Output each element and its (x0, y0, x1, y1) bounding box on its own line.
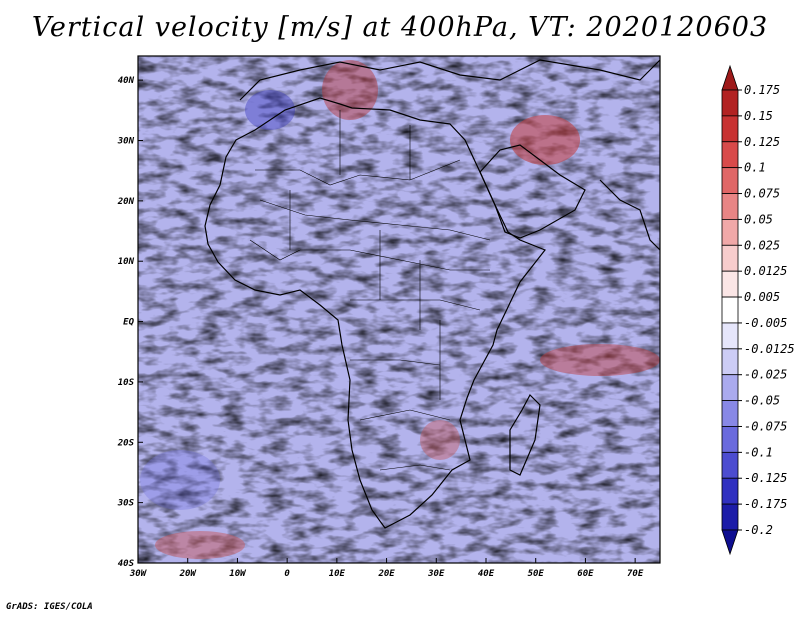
lat-tick-label: 20S (117, 438, 135, 448)
country-borders (249, 110, 491, 471)
colorbar-segment (721, 193, 739, 220)
lon-tick-label: 10W (229, 569, 247, 579)
colorbar-segment (721, 244, 739, 272)
colorbar-segment (721, 451, 739, 479)
colorbar-segment (721, 400, 739, 427)
colorbar-label: 0.0125 (744, 264, 787, 278)
lon-tick-label: 50E (528, 569, 545, 579)
colorbar-label: 0.005 (744, 290, 780, 304)
plot-frame (137, 55, 661, 564)
lon-tick-label: 60E (577, 569, 594, 579)
colorbar-segment (721, 348, 739, 376)
colorbar-label: -0.025 (744, 368, 787, 382)
colorbar-label: 0.025 (744, 238, 780, 252)
chart-title: Vertical velocity [m/s] at 400hPa, VT: 2… (31, 12, 769, 43)
lon-tick-label: 20W (179, 569, 198, 579)
colorbar-label: -0.0125 (744, 342, 795, 356)
colorbar-label: -0.2 (744, 523, 773, 537)
colorbar-bottom-arrow (721, 529, 739, 556)
lon-tick-label: 30E (427, 569, 445, 579)
lat-tick-label: 30S (117, 499, 135, 509)
lon-tick-label: 70E (627, 569, 644, 579)
colorbar-label: -0.05 (744, 394, 780, 408)
lat-tick-label: 30N (117, 137, 135, 147)
colorbar-segment (721, 141, 739, 169)
lon-tick-label: 0 (284, 569, 290, 579)
colorbar-segment (721, 219, 739, 246)
colorbar-label: 0.15 (744, 109, 773, 123)
lon-tick-label: 10E (329, 569, 346, 579)
colorbar-label: 0.175 (744, 83, 780, 97)
lon-tick-label: 30W (129, 569, 148, 579)
colorbar-label: -0.075 (744, 419, 787, 433)
colorbar-label: 0.125 (744, 135, 780, 149)
india-outline (599, 179, 661, 251)
colorbar-label: 0.075 (744, 187, 780, 201)
colorbar-segment (721, 89, 739, 117)
velocity-field (138, 56, 660, 563)
colorbar-segment (721, 296, 739, 324)
colorbar-label: -0.1 (744, 445, 773, 459)
colorbar-segment (721, 167, 739, 194)
colorbar-segment (721, 270, 739, 298)
colorbar-label: 0.1 (744, 161, 766, 175)
coastlines (204, 59, 661, 529)
colorbar-top-arrow (721, 64, 739, 91)
colorbar-label: 0.05 (744, 212, 773, 226)
lon-tick-label: 20E (377, 569, 395, 579)
lon-tick-label: 40E (478, 569, 495, 579)
colorbar-segment (721, 503, 739, 531)
europe-outline (239, 59, 661, 101)
colorbar-segment (721, 322, 739, 350)
colorbar-label: -0.175 (744, 497, 787, 511)
lat-tick-label: 40N (118, 76, 135, 86)
lat-tick-label: 10S (118, 378, 135, 388)
africa-outline (204, 97, 546, 529)
madagascar-outline (509, 394, 541, 476)
arabia-outline (479, 144, 586, 239)
lat-tick-label: 10N (118, 257, 135, 267)
lat-tick-label: 20N (117, 197, 135, 207)
credit-label: GrADS: IGES/COLA (6, 602, 93, 612)
colorbar-segment (721, 426, 739, 453)
lat-tick-label: EQ (123, 318, 134, 328)
colorbar-segment (721, 115, 739, 143)
colorbar-label: -0.125 (744, 471, 787, 485)
lat-tick-label: 40S (118, 559, 135, 569)
colorbar-label: -0.005 (744, 316, 787, 330)
colorbar-segment (721, 477, 739, 505)
colorbar-segment (721, 374, 739, 401)
